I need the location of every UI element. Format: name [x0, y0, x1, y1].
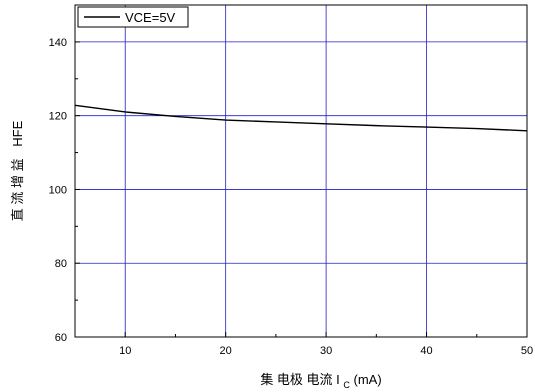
axis-ticks [74, 41, 528, 338]
grid-lines [75, 5, 527, 337]
x-tick-label-50: 50 [521, 345, 533, 357]
y-tick-label-100: 100 [49, 184, 67, 196]
legend-box [77, 6, 189, 28]
series-layer [74, 104, 528, 132]
legend-label-vce-5v: VCE=5V [125, 10, 176, 25]
y-tick-label-140: 140 [49, 37, 67, 49]
x-axis-title: 集 电极 电流 I C (mA) [260, 372, 381, 391]
y-tick-label-60: 60 [55, 332, 67, 344]
y-tick-label-120: 120 [49, 111, 67, 123]
y-tick-label-80: 80 [55, 258, 67, 270]
x-axis-title-sub: C [343, 380, 350, 390]
x-axis-title-unit: (mA) [354, 372, 382, 387]
y-axis-title-en: HFE [10, 120, 25, 146]
x-tick-label-30: 30 [320, 345, 332, 357]
y-axis-title: 直 流 增 益 HFE [10, 120, 25, 221]
y-axis-title-cn: 直 流 增 益 [10, 158, 25, 221]
tick-labels: 10 20 30 40 50 60 80 100 120 140 [49, 37, 533, 357]
x-axis-title-main: 集 电极 电流 I [260, 372, 339, 387]
x-tick-label-20: 20 [220, 345, 232, 357]
plot-frame [74, 4, 528, 338]
x-tick-label-10: 10 [119, 345, 131, 357]
x-tick-label-40: 40 [420, 345, 432, 357]
legend: VCE=5V [77, 6, 189, 28]
series-line-vce-5v [74, 104, 528, 132]
